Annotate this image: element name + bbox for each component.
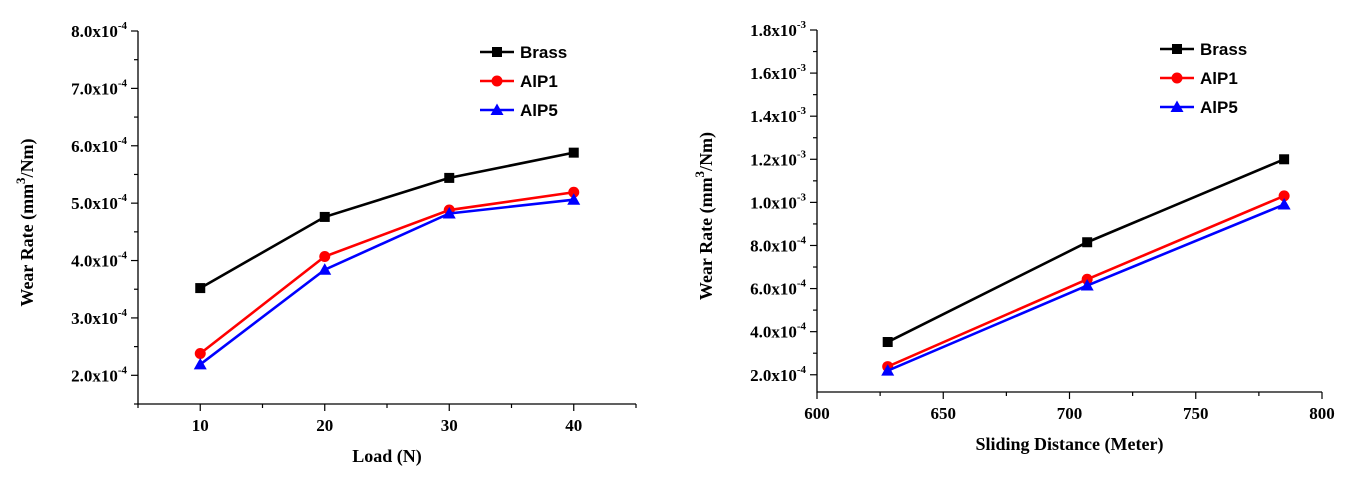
y-axis-title: Wear Rate (mm3/Nm) (692, 132, 717, 300)
data-point-brass (1082, 237, 1093, 248)
data-point-alp1 (1278, 190, 1290, 202)
data-point-alp5 (881, 364, 895, 376)
y-tick-label: 6.0x10-4 (71, 135, 127, 156)
y-axis-title: Wear Rate (mm3/Nm) (13, 138, 38, 306)
data-point-alp1 (194, 348, 206, 360)
legend: Brass AlP1 AlP5 (480, 43, 567, 120)
data-point-brass (568, 147, 579, 158)
data-point-alp5 (567, 193, 581, 205)
y-tick-label: 4.0x10-4 (750, 321, 806, 342)
legend-label: Brass (520, 43, 567, 62)
y-tick-label: 2.0x10-4 (71, 364, 127, 385)
legend-label: AlP1 (1200, 69, 1238, 88)
data-point-alp5 (193, 357, 207, 370)
axis-frame (137, 31, 636, 405)
legend-marker (1172, 44, 1182, 54)
x-tick-label: 30 (441, 416, 458, 435)
y-tick-label: 8.0x10-4 (750, 234, 806, 255)
data-point-brass (319, 211, 330, 222)
data-point-brass (444, 172, 455, 183)
legend-marker (1171, 72, 1183, 84)
data-point-alp1 (319, 251, 331, 263)
x-tick-label: 700 (1057, 404, 1083, 423)
x-tick-label: 600 (804, 404, 830, 423)
y-tick-label: 5.0x10-4 (71, 192, 127, 213)
y-tick-label: 7.0x10-4 (71, 77, 127, 98)
legend-marker (491, 75, 503, 87)
data-point-alp5 (318, 263, 332, 275)
data-point-alp5 (1277, 198, 1291, 210)
legend-marker (1170, 100, 1184, 112)
y-tick-label: 4.0x10-4 (71, 250, 127, 271)
y-tick-label: 1.0x10-3 (750, 191, 806, 212)
x-tick-label: 750 (1183, 404, 1209, 423)
y-tick-label: 6.0x10-4 (750, 278, 806, 299)
series-line-alp1 (199, 190, 574, 355)
y-tick-label: 2.0x10-4 (750, 364, 806, 385)
y-tick-label: 1.2x10-3 (750, 148, 806, 169)
x-tick-label: 650 (931, 404, 957, 423)
series-line-brass (887, 158, 1285, 344)
y-tick-label: 1.6x10-3 (750, 62, 806, 83)
sliding-distance-chart: 2.0x10-4 4.0x10-4 6.0x10-4 8.0x10-4 1.0x10-3… (692, 19, 1335, 455)
data-point-brass (1279, 154, 1290, 165)
x-tick-label: 10 (192, 416, 209, 435)
x-axis-title: Load (N) (352, 446, 422, 467)
legend-label: Brass (1200, 40, 1247, 59)
data-point-alp1 (568, 186, 580, 198)
legend-label: AlP1 (520, 72, 558, 91)
series-line-brass (199, 151, 575, 290)
data-point-brass (195, 283, 206, 294)
data-point-alp5 (1080, 279, 1094, 291)
data-point-brass (882, 337, 893, 348)
x-tick-label: 40 (565, 416, 582, 435)
x-tick-label: 20 (316, 416, 333, 435)
y-tick-label: 1.8x10-3 (750, 19, 806, 40)
x-axis-title: Sliding Distance (Meter) (976, 434, 1164, 455)
legend-label: AlP5 (1200, 98, 1238, 117)
legend-marker (490, 103, 504, 115)
y-tick-label: 8.0x10-4 (71, 20, 127, 41)
y-tick-label: 1.4x10-3 (750, 105, 806, 126)
legend-label: AlP5 (520, 101, 558, 120)
x-tick-label: 800 (1309, 404, 1335, 423)
series-line-alp5 (199, 198, 574, 366)
legend: Brass AlP1 AlP5 (1160, 40, 1247, 117)
load-chart: 2.0x10-4 3.0x10-4 4.0x10-4 5.0x10-4 6.0x10-4… (13, 20, 637, 467)
legend-marker (492, 47, 502, 57)
data-point-alp5 (442, 206, 456, 219)
y-tick-label: 3.0x10-4 (71, 307, 127, 328)
